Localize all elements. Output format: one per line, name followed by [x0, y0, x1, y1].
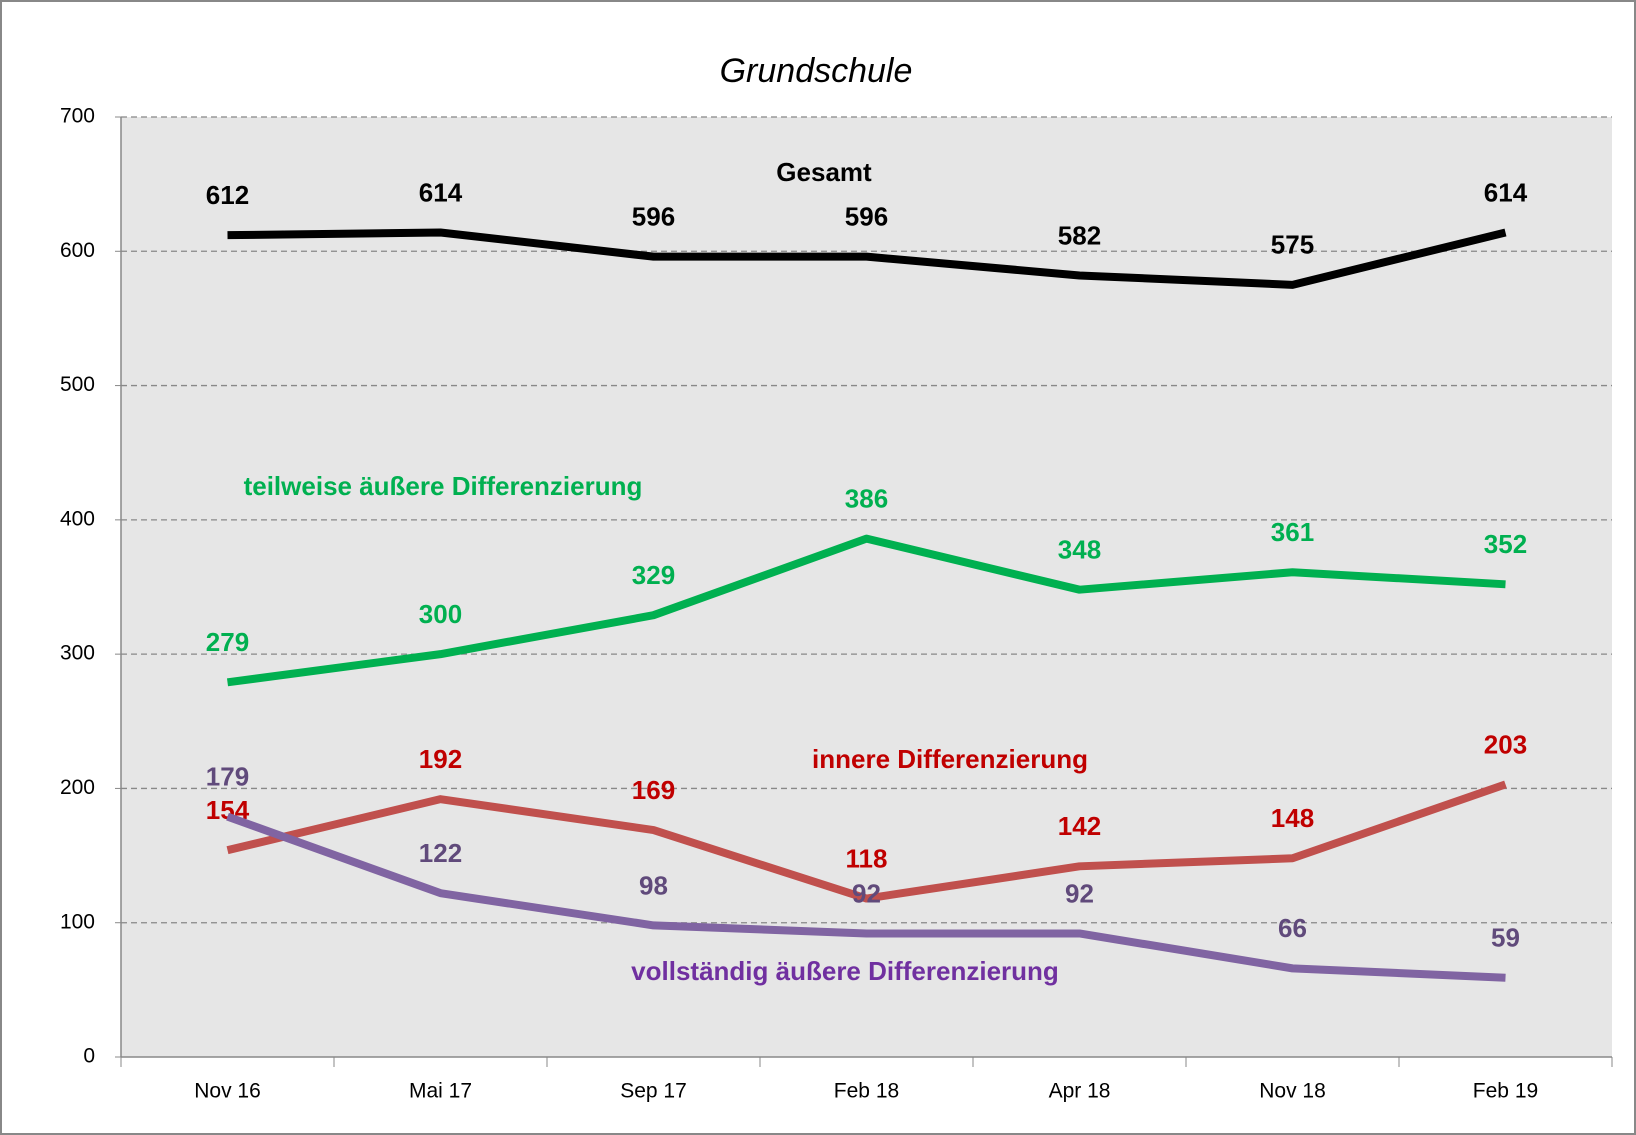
data-label: 192	[419, 744, 462, 774]
x-tick-label: Feb 19	[1473, 1080, 1538, 1103]
data-label: 582	[1058, 220, 1101, 250]
y-tick-label: 700	[60, 105, 95, 128]
y-tick-label: 0	[83, 1045, 95, 1068]
series-label: innere Differenzierung	[812, 744, 1088, 774]
x-tick-label: Apr 18	[1049, 1080, 1111, 1103]
x-tick-label: Mai 17	[409, 1080, 472, 1103]
series-line	[227, 228, 1507, 289]
y-tick-label: 100	[60, 910, 95, 933]
series-label: teilweise äußere Differenzierung	[244, 471, 643, 501]
data-label: 179	[206, 762, 249, 792]
data-label: 122	[419, 838, 462, 868]
data-label: 348	[1058, 535, 1101, 565]
data-label: 66	[1278, 913, 1307, 943]
series-line	[226, 534, 1506, 687]
data-label: 614	[419, 177, 463, 207]
data-label: 98	[639, 870, 668, 900]
data-label: 352	[1484, 529, 1527, 559]
data-label: 361	[1271, 517, 1314, 547]
series-label: Gesamt	[776, 157, 872, 187]
x-tick-label: Feb 18	[834, 1080, 899, 1103]
y-tick-label: 600	[60, 239, 95, 262]
data-label: 614	[1484, 177, 1528, 207]
data-label: 279	[206, 627, 249, 657]
data-label: 612	[206, 180, 249, 210]
data-label: 386	[845, 484, 888, 514]
data-label: 142	[1058, 811, 1101, 841]
data-label: 92	[852, 878, 881, 908]
series-line	[226, 812, 1506, 982]
data-label: 118	[846, 843, 888, 873]
data-label: 596	[845, 202, 888, 232]
x-tick-label: Nov 16	[194, 1080, 261, 1103]
y-tick-label: 500	[60, 373, 95, 396]
x-tick-label: Nov 18	[1259, 1080, 1326, 1103]
y-tick-label: 400	[60, 507, 95, 530]
chart-title: Grundschule	[720, 52, 913, 90]
data-label: 59	[1491, 923, 1520, 953]
data-label: 169	[632, 775, 675, 805]
data-label: 596	[632, 202, 675, 232]
series-line	[226, 780, 1507, 903]
data-label: 329	[632, 560, 675, 590]
x-tick-label: Sep 17	[620, 1080, 687, 1103]
y-tick-label: 200	[60, 776, 95, 799]
data-label: 92	[1065, 878, 1094, 908]
data-label: 300	[419, 599, 462, 629]
y-tick-label: 300	[60, 642, 95, 665]
data-label: 203	[1484, 729, 1527, 759]
data-label: 575	[1271, 230, 1314, 260]
data-label: 148	[1271, 803, 1314, 833]
series-label: vollständig äußere Differenzierung	[631, 956, 1059, 986]
